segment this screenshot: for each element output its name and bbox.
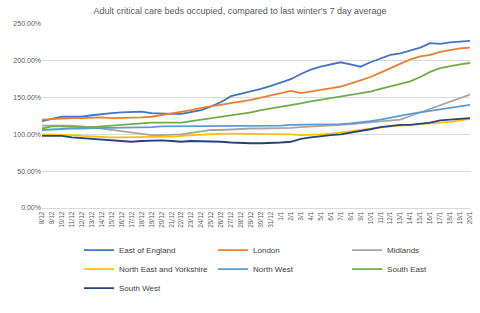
svg-text:18/1: 18/1 [446, 211, 453, 224]
svg-text:0.00%: 0.00% [21, 204, 41, 211]
svg-text:19/12: 19/12 [148, 211, 155, 228]
svg-text:6/1: 6/1 [327, 211, 334, 220]
svg-text:11/1: 11/1 [377, 211, 384, 224]
svg-text:7/1: 7/1 [337, 211, 344, 220]
svg-text:23/12: 23/12 [187, 211, 194, 228]
svg-text:9/12: 9/12 [48, 211, 55, 224]
svg-text:16/12: 16/12 [118, 211, 125, 228]
svg-text:20/1: 20/1 [466, 211, 473, 224]
svg-text:26/12: 26/12 [217, 211, 224, 228]
svg-text:17/12: 17/12 [128, 211, 135, 228]
svg-text:12/1: 12/1 [386, 211, 393, 224]
svg-text:16/1: 16/1 [426, 211, 433, 224]
svg-text:London: London [253, 246, 280, 255]
svg-text:150.00%: 150.00% [13, 94, 41, 101]
svg-text:100.00%: 100.00% [13, 131, 41, 138]
svg-text:17/1: 17/1 [436, 211, 443, 224]
svg-text:8/12: 8/12 [38, 211, 45, 224]
svg-text:2/1: 2/1 [287, 211, 294, 220]
svg-text:3/1: 3/1 [297, 211, 304, 220]
svg-text:Adult critical care beds occup: Adult critical care beds occupied, compa… [94, 6, 387, 16]
svg-text:North West: North West [253, 265, 294, 274]
svg-text:13/12: 13/12 [88, 211, 95, 228]
svg-text:East of England: East of England [119, 246, 175, 255]
svg-text:15/12: 15/12 [108, 211, 115, 228]
svg-text:10/1: 10/1 [367, 211, 374, 224]
svg-text:5/1: 5/1 [317, 211, 324, 220]
svg-text:15/1: 15/1 [416, 211, 423, 224]
svg-text:250.00%: 250.00% [13, 20, 41, 27]
svg-text:29/12: 29/12 [247, 211, 254, 228]
svg-text:50.00%: 50.00% [17, 168, 41, 175]
svg-text:31/12: 31/12 [267, 211, 274, 228]
svg-text:21/12: 21/12 [168, 211, 175, 228]
svg-text:11/12: 11/12 [68, 211, 75, 227]
svg-text:1/1: 1/1 [277, 211, 284, 220]
svg-text:12/12: 12/12 [78, 211, 85, 228]
svg-text:24/12: 24/12 [197, 211, 204, 228]
svg-text:22/12: 22/12 [177, 211, 184, 228]
svg-text:25/12: 25/12 [207, 211, 214, 228]
svg-text:18/12: 18/12 [138, 211, 145, 228]
svg-text:South West: South West [119, 284, 161, 293]
svg-text:27/12: 27/12 [227, 211, 234, 228]
svg-text:14/1: 14/1 [406, 211, 413, 224]
svg-text:10/12: 10/12 [58, 211, 65, 228]
svg-text:19/1: 19/1 [456, 211, 463, 224]
svg-text:Midlands: Midlands [387, 246, 419, 255]
svg-text:20/12: 20/12 [158, 211, 165, 228]
svg-text:North East and Yorkshire: North East and Yorkshire [119, 265, 208, 274]
svg-text:South East: South East [387, 265, 427, 274]
svg-text:14/12: 14/12 [98, 211, 105, 228]
svg-text:13/1: 13/1 [396, 211, 403, 224]
svg-text:30/12: 30/12 [257, 211, 264, 228]
svg-text:9/1: 9/1 [357, 211, 364, 220]
svg-text:4/1: 4/1 [307, 211, 314, 220]
svg-text:8/1: 8/1 [347, 211, 354, 220]
svg-text:28/12: 28/12 [237, 211, 244, 228]
svg-text:200.00%: 200.00% [13, 57, 41, 64]
